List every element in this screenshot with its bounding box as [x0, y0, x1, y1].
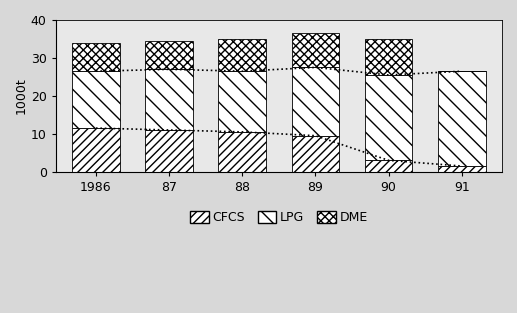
Bar [219, 39, 266, 71]
Bar [145, 69, 193, 130]
Y-axis label: 1000t: 1000t [15, 78, 28, 114]
Bar [365, 160, 413, 172]
Bar [145, 130, 193, 172]
Bar [292, 67, 339, 136]
Bar [219, 71, 266, 132]
Bar [365, 75, 413, 160]
Bar [72, 71, 120, 128]
Bar [145, 41, 193, 69]
Legend: CFCS, LPG, DME: CFCS, LPG, DME [185, 206, 373, 229]
Bar [365, 39, 413, 75]
Bar [438, 166, 485, 172]
Bar [72, 128, 120, 172]
Bar [292, 136, 339, 172]
Bar [72, 43, 120, 71]
Bar [219, 132, 266, 172]
Bar [292, 33, 339, 67]
Bar [438, 71, 485, 166]
